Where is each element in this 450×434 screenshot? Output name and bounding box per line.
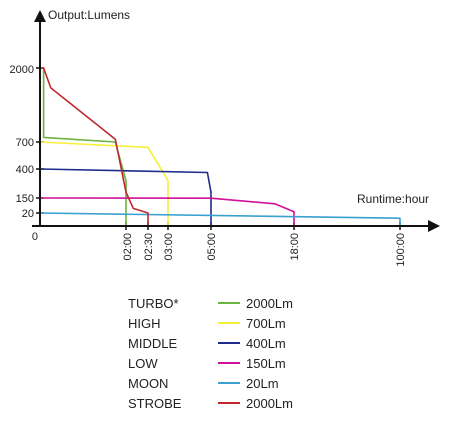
y-tick-label-20: 20 xyxy=(22,208,34,220)
legend-value-moon: 20Lm xyxy=(246,376,279,391)
legend-value-high: 700Lm xyxy=(246,316,286,331)
y-tick-label-0: 0 xyxy=(32,231,38,243)
legend: TURBO* 2000Lm HIGH 700Lm MIDDLE 400Lm LO… xyxy=(128,296,293,411)
legend-value-middle: 400Lm xyxy=(246,336,286,351)
x-axis-title: Runtime:hour xyxy=(357,192,429,206)
y-axis-title: Output:Lumens xyxy=(48,8,130,22)
legend-mode-moon: MOON xyxy=(128,376,168,391)
legend-mode-low: LOW xyxy=(128,356,158,371)
legend-mode-middle: MIDDLE xyxy=(128,336,177,351)
x-tick-label-1800: 18:00 xyxy=(289,233,301,261)
series-line-strobe xyxy=(40,67,149,226)
legend-value-turbo: 2000Lm xyxy=(246,296,293,311)
x-tick-label-0200: 02:00 xyxy=(122,233,134,261)
series-line-turbo xyxy=(40,67,127,226)
y-tick-label-150: 150 xyxy=(16,193,34,205)
y-tick-label-700: 700 xyxy=(16,137,34,149)
series-line-middle xyxy=(39,168,212,226)
legend-mode-high: HIGH xyxy=(128,316,161,331)
x-tick-label-0230: 02:30 xyxy=(143,233,155,261)
x-tick-label-0500: 05:00 xyxy=(206,233,218,261)
y-tick-label-400: 400 xyxy=(16,164,34,176)
legend-mode-turbo: TURBO* xyxy=(128,296,179,311)
legend-value-strobe: 2000Lm xyxy=(246,396,293,411)
legend-value-low: 150Lm xyxy=(246,356,286,371)
y-axis-arrow xyxy=(34,10,46,22)
series-line-high xyxy=(39,141,169,226)
y-tick-label-2000: 2000 xyxy=(10,64,34,76)
series-lines xyxy=(39,67,401,226)
tick-lines xyxy=(36,67,401,230)
legend-mode-strobe: STROBE xyxy=(128,396,182,411)
x-tick-label-0300: 03:00 xyxy=(163,233,175,261)
x-tick-label-10000: 100:00 xyxy=(395,233,407,267)
x-axis-arrow xyxy=(428,220,440,232)
series-line-moon xyxy=(39,212,401,226)
series-line-low xyxy=(39,197,295,226)
